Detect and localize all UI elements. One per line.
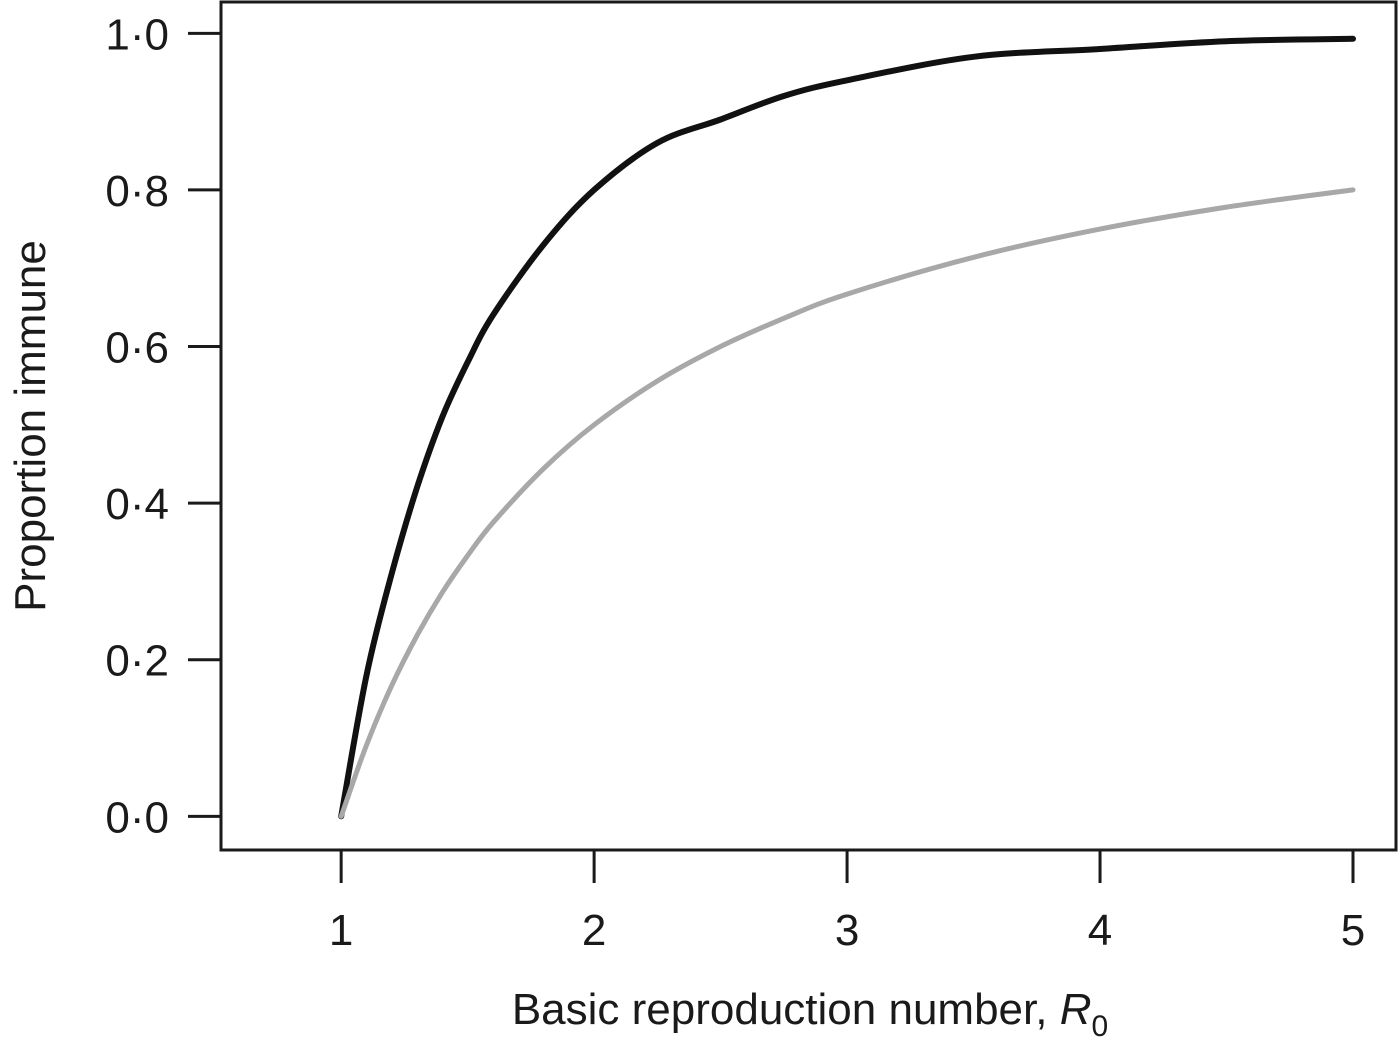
- x-tick-label: 1: [329, 906, 353, 955]
- plot-frame: [219, 0, 1398, 852]
- x-axis-title-symbol: R: [1060, 985, 1092, 1034]
- y-tick-label: 0·8: [105, 167, 169, 216]
- y-axis: 0·0 0·2 0·4 0·6 0·8 1·0: [105, 10, 221, 842]
- x-tick-label: 4: [1088, 906, 1112, 955]
- x-axis: 1 2 3 4 5: [329, 850, 1365, 955]
- y-tick-label: 1·0: [105, 10, 169, 59]
- y-tick-label: 0·2: [105, 637, 169, 686]
- y-tick-label: 0·4: [105, 480, 169, 529]
- x-tick-label: 2: [582, 906, 606, 955]
- x-axis-title-subscript: 0: [1091, 1010, 1108, 1043]
- x-axis-title: Basic reproduction number, R0: [512, 985, 1108, 1043]
- y-tick-label: 0·6: [105, 324, 169, 373]
- series-line-1: [338, 35, 1356, 820]
- series-line-2: [338, 187, 1356, 819]
- series-layer: [338, 35, 1356, 820]
- x-tick-label: 3: [835, 906, 859, 955]
- y-tick-label: 0·0: [105, 793, 169, 842]
- y-axis-title: Proportion immune: [6, 240, 55, 612]
- x-axis-title-text: Basic reproduction number,: [512, 985, 1048, 1034]
- x-tick-label: 5: [1341, 906, 1365, 955]
